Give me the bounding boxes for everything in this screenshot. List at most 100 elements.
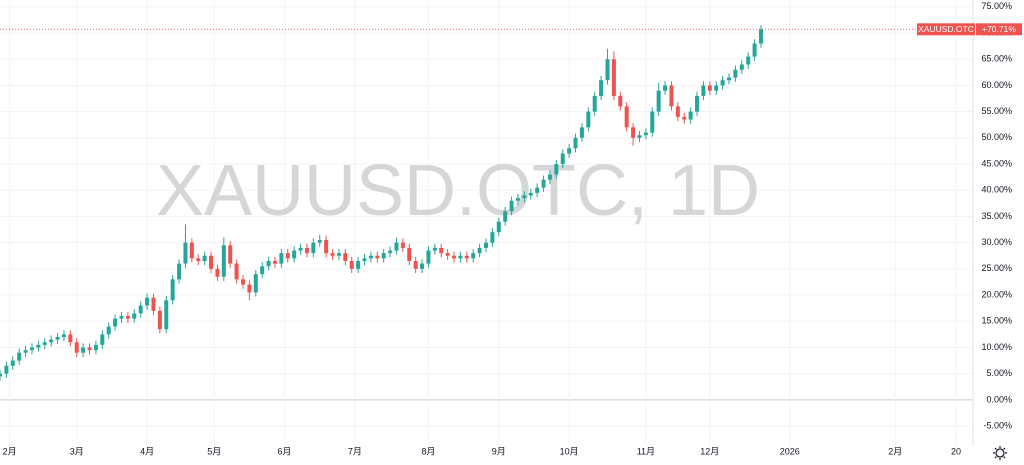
candle-body [170, 279, 175, 301]
candle-body [177, 263, 182, 280]
candle-body [74, 342, 79, 353]
candle-body [758, 29, 763, 44]
candle-body [87, 347, 92, 351]
candle-body [739, 64, 744, 70]
candle-body [573, 137, 578, 149]
candle-body [528, 192, 533, 196]
candle-body [183, 242, 188, 264]
candle-body [503, 211, 508, 222]
candle-body [509, 200, 514, 212]
candle-body [650, 111, 655, 133]
x-tick-label: 20 [951, 446, 961, 456]
candle-body [458, 255, 463, 259]
candle-body [611, 59, 616, 96]
candle-body [439, 247, 444, 254]
candle-body [221, 245, 226, 277]
candle-body [567, 148, 572, 154]
candle-body [151, 297, 156, 311]
candle-body [752, 43, 757, 57]
candle-body [688, 111, 693, 120]
candle-body [324, 240, 329, 254]
x-tick-label: 2月 [3, 446, 17, 456]
candle-body [362, 258, 367, 261]
candle-body [317, 240, 322, 243]
x-tick-label: 6月 [278, 446, 292, 456]
candle-body [618, 95, 623, 107]
candle-body [727, 77, 731, 81]
candle-body [631, 127, 636, 138]
candle-body [119, 316, 124, 319]
watermark: XAUUSD.OTC, 1D [156, 151, 760, 231]
y-tick-label: 25.00% [981, 263, 1012, 273]
candle-body [42, 342, 47, 345]
candle-body [522, 195, 527, 199]
x-tick-label: 11月 [637, 446, 655, 456]
candle-body [304, 247, 309, 254]
candle-body [586, 111, 591, 128]
candle-body [394, 242, 399, 251]
settings-icon[interactable] [993, 446, 1007, 460]
candle-body [554, 164, 559, 175]
candle-body [81, 347, 86, 353]
candle-body [420, 263, 425, 269]
candle-body [682, 116, 687, 120]
x-tick-label: 3月 [70, 446, 84, 456]
candle-body [209, 255, 214, 269]
candle-body [157, 310, 162, 330]
x-tick-label: 5月 [207, 446, 221, 456]
y-tick-label: 60.00% [981, 80, 1012, 90]
candle-body [701, 85, 706, 96]
y-tick-label: 55.00% [981, 106, 1012, 116]
candle-body [496, 221, 501, 233]
x-tick-label: 7月 [348, 446, 362, 456]
candle-body [343, 253, 348, 261]
candle-body [356, 260, 361, 269]
candle-body [189, 242, 194, 259]
candle-body [400, 242, 405, 248]
candle-body [292, 250, 297, 259]
candle-body [202, 255, 207, 261]
x-tick-label: 9月 [492, 446, 506, 456]
candle-body [733, 69, 738, 78]
y-tick-label: 0.00% [986, 394, 1012, 404]
candle-body [375, 255, 380, 259]
candle-body [266, 260, 271, 267]
candle-body [695, 95, 700, 112]
candle-body [241, 279, 245, 285]
candle-body [311, 242, 316, 254]
candle-body [0, 373, 2, 377]
candle-body [720, 80, 725, 86]
candle-body [464, 255, 469, 259]
candle-body [592, 95, 597, 112]
candle-body [55, 336, 60, 340]
candle-body [298, 247, 303, 251]
symbol-badge [917, 23, 975, 36]
y-tick-label: 20.00% [981, 289, 1012, 299]
candle-body [471, 253, 476, 259]
candle-body [93, 344, 98, 351]
y-tick-label: 75.00% [981, 1, 1012, 11]
candle-body [535, 187, 540, 193]
candle-body [477, 247, 482, 254]
candle-body [260, 266, 265, 275]
candle-body [247, 284, 252, 293]
candle-body [599, 80, 604, 96]
candle-body [541, 179, 546, 188]
candle-body [490, 232, 495, 243]
candle-body [106, 326, 111, 335]
candle-body [164, 300, 169, 330]
symbol-label: XAUUSD.OTC [918, 24, 974, 34]
x-tick-label: 4月 [140, 446, 154, 456]
candle-body [68, 334, 73, 343]
candle-body [663, 85, 668, 91]
candle-body [675, 106, 680, 117]
candle-body [349, 260, 354, 269]
candle-body [714, 85, 719, 91]
candle-body [215, 268, 220, 277]
candle-body [285, 253, 290, 259]
candle-body [547, 174, 552, 180]
candle-body [432, 247, 437, 251]
candle-body [381, 253, 386, 259]
candle-body [643, 132, 648, 136]
x-tick-label: 2月 [888, 446, 902, 456]
